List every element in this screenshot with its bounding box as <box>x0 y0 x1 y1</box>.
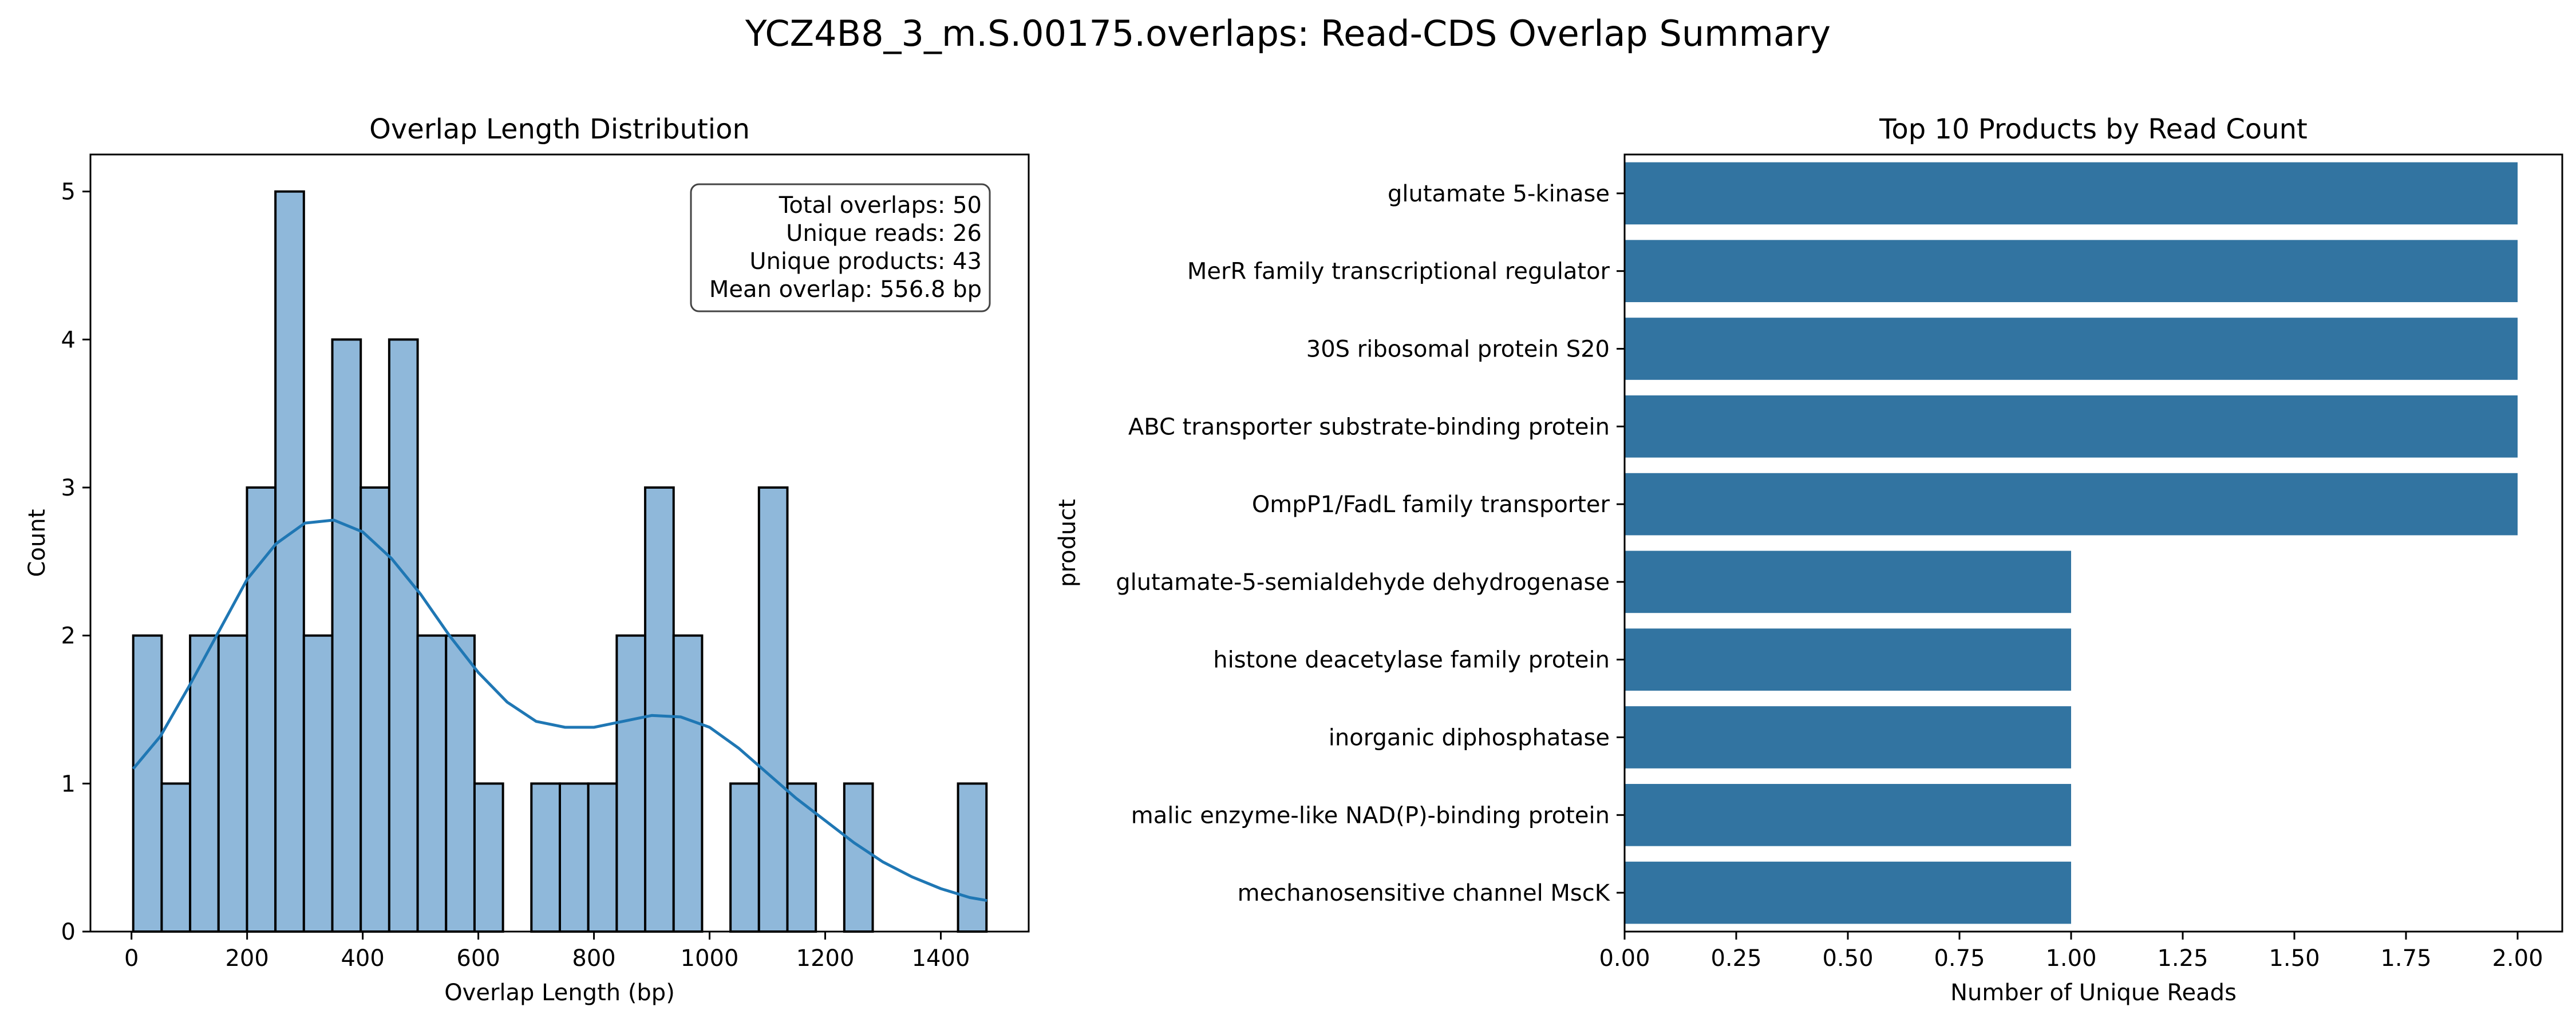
x-tick-label: 0.50 <box>1822 945 1873 972</box>
product-bar <box>1625 706 2071 768</box>
histogram-bar <box>445 634 476 933</box>
y-tick-label: 2 <box>61 623 76 649</box>
product-label: glutamate-5-semialdehyde dehydrogenase <box>1116 569 1610 596</box>
histogram-x-label: Overlap Length (bp) <box>444 980 675 1006</box>
product-bar <box>1625 783 2071 846</box>
x-tick-label: 0 <box>124 945 139 972</box>
x-tick-label: 1000 <box>681 945 739 972</box>
histogram-bar <box>388 338 419 933</box>
histogram-bar <box>530 782 562 933</box>
x-tick-label: 2.00 <box>2492 945 2543 972</box>
product-bar <box>1625 162 2518 225</box>
histogram-bar <box>957 782 988 933</box>
x-tick-label: 800 <box>572 945 615 972</box>
histogram-bar <box>246 486 277 933</box>
product-bar <box>1625 240 2518 303</box>
kde-line <box>132 518 987 902</box>
x-tick-label: 1.50 <box>2269 945 2320 972</box>
histogram-bar <box>217 634 248 933</box>
stats-annotation-line: Unique reads: 26 <box>786 220 982 247</box>
histogram-bar <box>644 486 675 933</box>
y-tick-label: 1 <box>61 771 76 797</box>
histogram-bar <box>615 634 647 933</box>
figure-title: YCZ4B8_3_m.S.00175.overlaps: Read-CDS Ov… <box>745 13 1831 54</box>
stats-annotation-line: Total overlaps: 50 <box>779 192 982 219</box>
histogram-bar <box>302 634 334 933</box>
histogram-bar <box>132 634 163 933</box>
product-bar <box>1625 550 2071 613</box>
y-tick-label: 0 <box>61 919 76 945</box>
histogram-y-label: Count <box>24 509 50 577</box>
histogram-bar <box>189 634 220 933</box>
x-tick-label: 0.75 <box>1934 945 1985 972</box>
product-bar <box>1625 473 2518 536</box>
histogram-bar <box>274 190 305 933</box>
product-bar <box>1625 318 2518 380</box>
histogram-bar <box>843 782 874 933</box>
x-tick-label: 1.00 <box>2045 945 2096 972</box>
histogram-bar <box>416 634 448 933</box>
histogram-bar <box>757 486 789 933</box>
bar-chart-panel: glutamate 5-kinase MerR family transcript… <box>1054 113 2563 1006</box>
x-tick-label: 1200 <box>796 945 855 972</box>
histogram-bar <box>786 782 817 933</box>
product-label: glutamate 5-kinase <box>1388 181 1610 207</box>
x-tick-label: 400 <box>341 945 384 972</box>
bar-chart-y-label: product <box>1054 499 1081 587</box>
product-label: MerR family transcriptional regulator <box>1187 259 1610 285</box>
x-tick-label: 0.00 <box>1599 945 1650 972</box>
x-tick-label: 600 <box>456 945 500 972</box>
histogram-bar <box>331 338 362 933</box>
histogram-bar <box>729 782 760 933</box>
product-bar <box>1625 861 2071 924</box>
x-tick-label: 1.25 <box>2157 945 2208 972</box>
product-label: mechanosensitive channel MscK <box>1238 880 1611 906</box>
product-label: ABC transporter substrate-binding protei… <box>1128 414 1610 440</box>
histogram-axes-frame <box>89 153 1030 933</box>
product-label: malic enzyme-like NAD(P)-binding protein <box>1131 802 1610 829</box>
x-tick-label: 200 <box>225 945 268 972</box>
product-label: inorganic diphosphatase <box>1329 725 1610 751</box>
product-label: OmpP1/FadL family transporter <box>1252 492 1610 518</box>
product-label: histone deacetylase family protein <box>1213 647 1610 674</box>
y-tick-label: 4 <box>61 327 76 353</box>
bar-chart-x-label: Number of Unique Reads <box>1950 980 2237 1006</box>
histogram-bar <box>672 634 704 933</box>
histogram-bar <box>473 782 504 933</box>
bar-axes-frame <box>1623 153 2563 933</box>
stats-annotation-line: Unique products: 43 <box>749 248 982 275</box>
bar-chart-title: Top 10 Products by Read Count <box>1879 113 2308 145</box>
x-tick-label: 1400 <box>912 945 970 972</box>
product-bar <box>1625 628 2071 691</box>
product-label: 30S ribosomal protein S20 <box>1306 336 1610 363</box>
histogram-bar <box>559 782 590 933</box>
stats-annotation-box <box>690 183 991 312</box>
histogram-title: Overlap Length Distribution <box>369 113 750 145</box>
product-bar <box>1625 395 2518 458</box>
stats-annotation-line: Mean overlap: 556.8 bp <box>709 276 982 303</box>
histogram-panel: 0 200 400 600 800 1000 1200 1400 0 1 2 3 4 5 Overlap L… <box>24 113 1030 1006</box>
x-tick-label: 1.75 <box>2380 945 2431 972</box>
histogram-bar <box>587 782 618 933</box>
y-tick-label: 3 <box>61 475 76 501</box>
x-tick-label: 0.25 <box>1710 945 1761 972</box>
histogram-bar <box>160 782 192 933</box>
y-tick-label: 5 <box>61 179 76 205</box>
